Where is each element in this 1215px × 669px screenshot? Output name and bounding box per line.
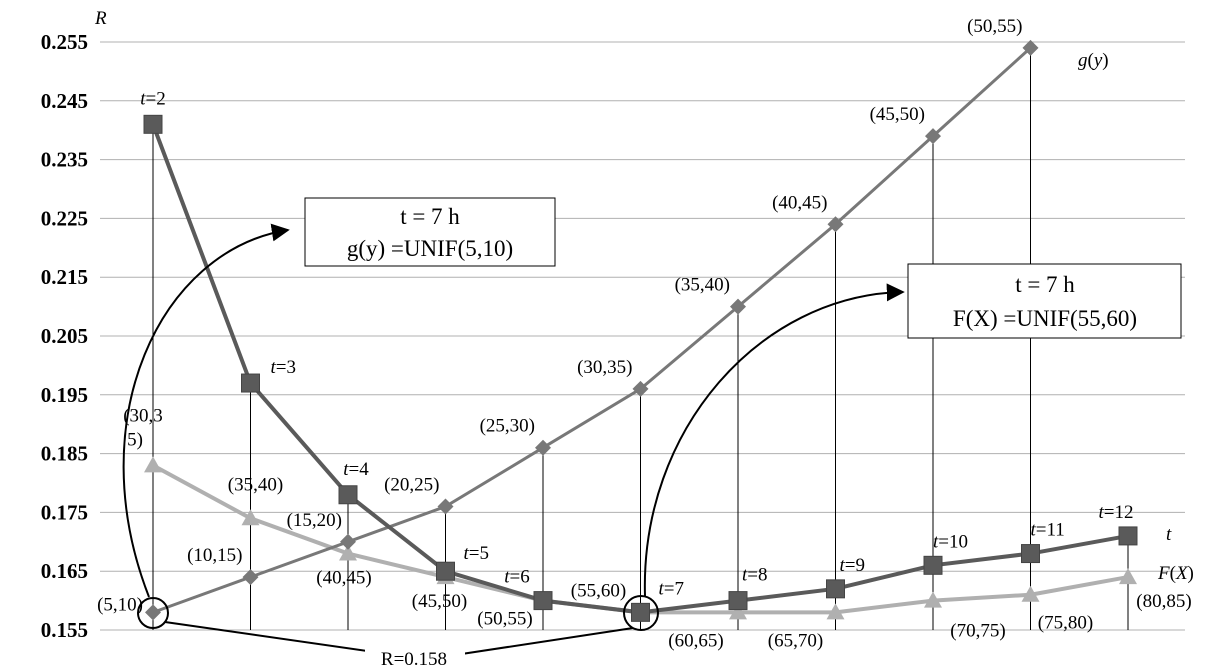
fx-point-label: (45,50) <box>412 591 467 612</box>
r-connector-left <box>164 621 396 656</box>
drop-lines <box>152 47 1129 630</box>
gy-point-label: (30,35) <box>577 357 632 378</box>
annotation-box-2-line-1: t = 7 h <box>1015 272 1075 297</box>
y-tick-label: 0.155 <box>41 618 88 642</box>
fx-point-label: 5) <box>127 429 143 450</box>
y-tick-label: 0.255 <box>41 30 88 54</box>
t-point-label: t=3 <box>271 357 297 378</box>
gy-marker <box>535 439 551 456</box>
t-point-label: t=4 <box>343 459 369 480</box>
y-tick-label: 0.215 <box>41 265 88 289</box>
t-marker <box>436 561 455 581</box>
gy-point-label: (15,20) <box>287 510 342 531</box>
gy-marker <box>827 216 844 233</box>
gy-point-label: (10,15) <box>187 545 242 566</box>
t-marker <box>1021 544 1040 564</box>
fx-point-label: (35,40) <box>228 474 283 495</box>
gy-marker <box>730 298 746 315</box>
annotation-box-1-line-1: t = 7 h <box>400 204 460 229</box>
t-marker <box>241 373 260 393</box>
gy-point-label: (20,25) <box>384 475 439 496</box>
annotation-box-2 <box>907 263 1182 339</box>
r-label: R=0.158 <box>381 649 447 669</box>
t-marker <box>631 602 650 622</box>
t-marker <box>826 579 845 599</box>
callout-circle-right <box>623 595 659 631</box>
gy-marker <box>925 128 941 145</box>
fx-marker <box>144 456 162 473</box>
t-point-label: t=2 <box>140 88 166 109</box>
fx-point-label: (65,70) <box>768 630 823 651</box>
t-point-label: t=5 <box>464 543 490 564</box>
t-point-label: t=12 <box>1099 502 1134 523</box>
gy-point-label: (50,55) <box>967 16 1022 37</box>
fx-point-label: (60,65) <box>668 630 723 651</box>
x-axis-title: t <box>1166 524 1172 545</box>
fx-point-label: (75,80) <box>1038 613 1093 634</box>
t-point-label: t=8 <box>742 565 768 586</box>
t-point-label: t=11 <box>1031 520 1065 541</box>
t-point-label: t=6 <box>504 567 530 588</box>
fx-marker <box>924 591 942 608</box>
t-marker <box>728 591 748 611</box>
gy-point-label: (45,50) <box>870 104 925 125</box>
t-marker <box>533 591 553 611</box>
annotation-box-1 <box>304 197 556 267</box>
fx-marker <box>241 509 260 526</box>
gy-marker <box>340 533 356 550</box>
y-tick-labels: 0.155 0.165 0.175 0.185 0.195 0.205 0.215 0.225… <box>41 30 88 642</box>
gy-point-label: (25,30) <box>480 416 535 437</box>
t-marker <box>1118 526 1138 546</box>
r-label-bg <box>365 647 465 669</box>
y-tick-label: 0.235 <box>41 148 88 172</box>
fx-marker <box>1119 568 1137 585</box>
y-tick-label: 0.245 <box>41 89 88 113</box>
t-point-label: t=9 <box>840 555 866 576</box>
gy-point-label: (40,45) <box>772 192 827 213</box>
fx-point-label: (30,3 <box>123 405 163 426</box>
y-tick-label: 0.185 <box>41 442 88 466</box>
fx-marker <box>729 603 747 620</box>
y-axis-title: R <box>94 8 107 29</box>
callout-circle-left <box>137 597 169 629</box>
legend-g-of-y: g(y) <box>1078 50 1109 71</box>
gy-point-label: (5,10) <box>97 594 143 615</box>
gy-marker <box>145 604 161 621</box>
t-marker <box>338 485 358 505</box>
gy-marker <box>1022 39 1039 56</box>
gy-point-label: (35,40) <box>675 275 730 296</box>
t-marker <box>923 555 943 575</box>
r-connector-right <box>454 627 634 656</box>
annotation-box-2-line-2: F(X) =UNIF(55,60) <box>953 306 1137 331</box>
y-tick-label: 0.205 <box>41 324 88 348</box>
t-point-label: t=10 <box>933 531 968 552</box>
legend-f-of-x: F(X) <box>1157 563 1194 584</box>
fx-marker <box>826 603 845 620</box>
point-labels: t=2 t=3 t=4 t=5 t=6 t=7 t=8 t=9 t=10 t=11 t=12 (5,1… <box>97 16 1192 651</box>
series-line-gy <box>152 46 1032 614</box>
t-marker <box>143 114 163 134</box>
callouts: R=0.158 <box>122 223 905 669</box>
fx-marker <box>339 544 357 561</box>
t-point-label: t=7 <box>659 578 685 599</box>
series-group <box>143 39 1138 622</box>
fx-point-label: (55,60) <box>571 580 626 601</box>
gy-marker <box>437 498 454 515</box>
y-tick-label: 0.195 <box>41 383 88 407</box>
fx-marker <box>1021 585 1040 602</box>
annotation-box-1-line-2: g(y) =UNIF(5,10) <box>347 236 513 261</box>
y-tick-label: 0.225 <box>41 206 88 230</box>
arrow-left <box>122 223 290 598</box>
y-tick-label: 0.175 <box>41 500 88 524</box>
gy-marker <box>632 380 649 397</box>
y-tick-label: 0.165 <box>41 559 88 583</box>
fx-point-label: (50,55) <box>477 609 532 630</box>
fx-point-label: (70,75) <box>950 621 1005 642</box>
fx-point-label: (40,45) <box>316 568 371 589</box>
gy-marker <box>242 569 259 586</box>
arrow-right <box>643 283 905 597</box>
fx-point-label: (80,85) <box>1136 591 1191 612</box>
